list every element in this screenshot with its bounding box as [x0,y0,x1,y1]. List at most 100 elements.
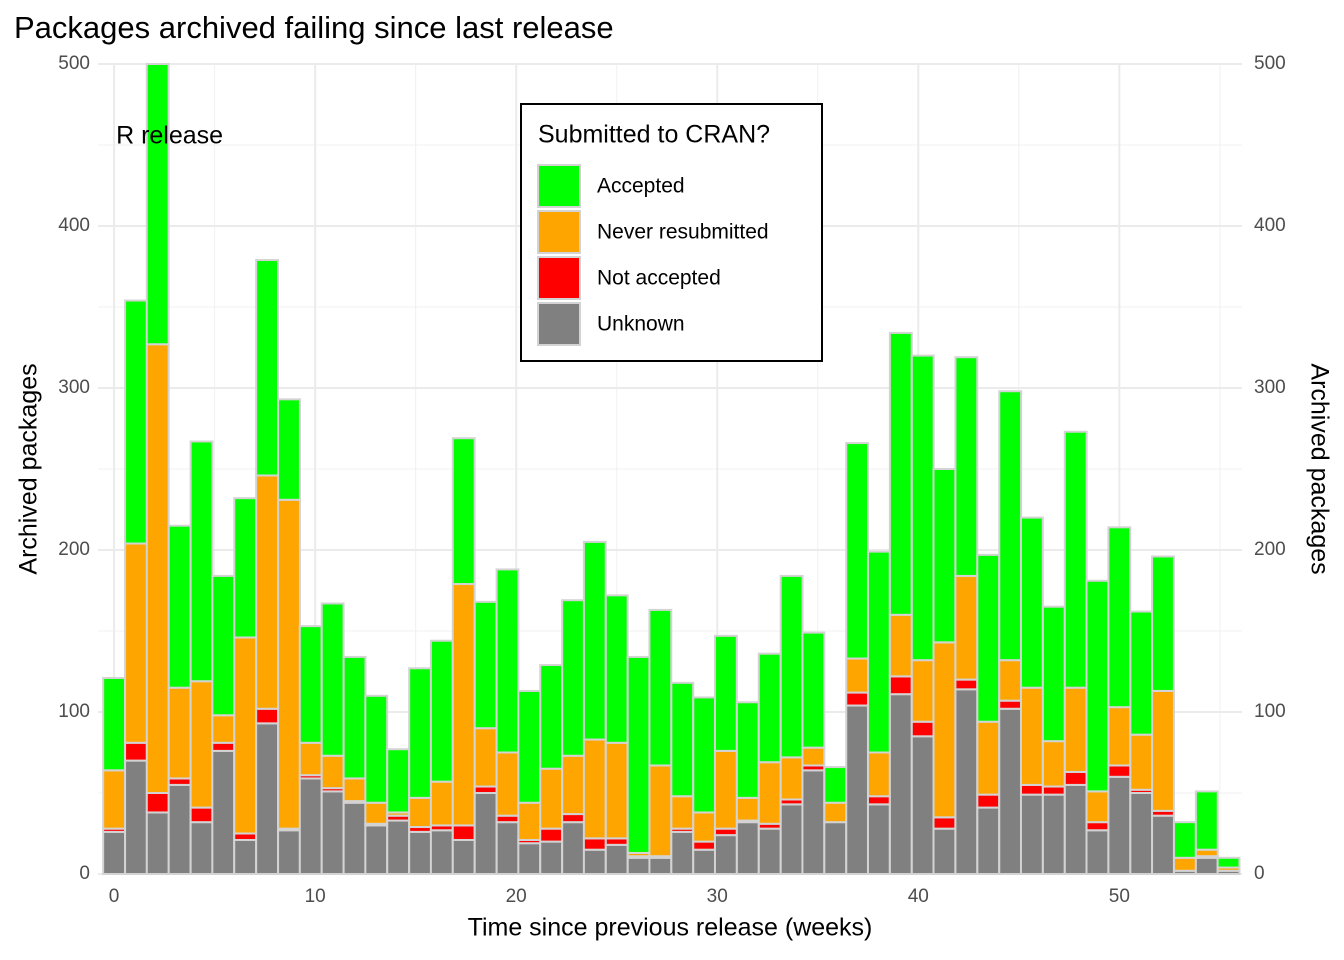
bar-segment [779,803,804,876]
bar-segment [692,696,717,814]
bar-segment [451,583,476,827]
bar-segment [1107,706,1132,767]
bar-segment [954,574,979,681]
bar-segment [255,259,280,477]
bar-segment [910,354,935,662]
bar-segment [429,829,454,876]
bar-segment [211,749,236,876]
bar-segment [1085,579,1110,793]
bar-segment [910,720,935,738]
bar-segment [998,699,1023,710]
bar-segment [713,749,738,830]
bar-segment [429,780,454,827]
bar-segment [735,821,760,875]
bar-segment [298,741,323,777]
bar-segment [954,356,979,577]
y2-tick-label: 200 [1254,539,1286,560]
bar-segment [255,474,280,710]
bar-segment [124,542,148,744]
bar-segment [473,600,498,730]
bar-segment [298,777,323,875]
bar-segment [823,766,848,804]
bar-segment [823,821,848,875]
y-tick-label: 400 [58,215,90,236]
bar-segment [779,756,804,801]
y-tick-label: 100 [58,701,90,722]
bar-segment [102,676,127,772]
legend-key [537,256,581,300]
legend-label: Not accepted [597,267,721,290]
bar-segment [670,681,695,798]
bar-segment [408,796,433,829]
bar-segment [561,813,586,824]
bar-segment [233,838,258,875]
bar-segment [539,840,564,875]
bar-segment [1063,770,1088,786]
bar-segment [145,63,170,346]
y-tick-label: 500 [58,53,90,74]
bar-segment [866,751,891,798]
bar-segment [582,848,607,876]
y2-tick-label: 100 [1254,701,1286,722]
bar-segment [845,442,870,660]
bar-segment [1063,686,1088,773]
bar-segment [277,498,301,830]
bar-segment [757,761,782,825]
bar-segment [539,767,564,830]
bar-segment [976,793,1001,809]
bar-segment [735,701,760,799]
bar-segment [1019,793,1044,875]
bar-segment [888,675,913,696]
bar-segment [1194,856,1219,875]
bar-segment [211,714,236,744]
bar-segment [845,704,870,876]
bar-segment [1151,814,1175,875]
bar-segment [910,659,935,723]
bar-segment [713,834,738,875]
bar-segment [604,741,629,840]
bar-segment [735,796,760,822]
bar-segment [495,821,520,875]
bar-segment [888,613,913,678]
bar-segment [189,806,214,824]
bar-segment [801,631,826,749]
bar-segment [124,299,148,545]
bar-segment [364,694,389,804]
y2-axis-label: Archived packages [1305,363,1333,574]
bar-segment [1085,829,1110,876]
bar-segment [364,824,389,876]
bar-segment [1172,821,1197,859]
bar-segment [124,759,148,875]
bar-segment [517,689,542,804]
bar-segment [1085,821,1110,832]
bar-segment [845,691,870,707]
bar-segment [495,568,520,754]
bar-segment [648,608,673,767]
bar-segment [517,801,542,841]
bar-segment [189,440,214,683]
y-tick-label: 300 [58,377,90,398]
annotation: R release [116,122,223,150]
x-tick-label: 0 [109,886,120,907]
x-tick-label: 40 [908,886,929,907]
bar-segment [713,634,738,752]
legend-label: Accepted [597,175,685,198]
bar-segment [1041,740,1066,788]
bar-segment [954,688,979,875]
bar-segment [932,641,957,819]
bar-segment [1063,783,1088,876]
bar-segment [1063,430,1088,689]
bar-segment [211,574,236,717]
bar-segment [102,830,127,876]
bar-segment [255,722,280,876]
bar-segment [1151,555,1175,692]
bar-segment [648,856,673,875]
bar-segment [473,727,498,788]
bar-segment [670,795,695,830]
bar-segment [145,792,170,814]
x-tick-label: 20 [506,886,527,907]
x-tick-label: 10 [305,886,326,907]
bar-segment [320,790,345,876]
bar-segment [582,738,607,840]
bar-segment [648,764,673,858]
